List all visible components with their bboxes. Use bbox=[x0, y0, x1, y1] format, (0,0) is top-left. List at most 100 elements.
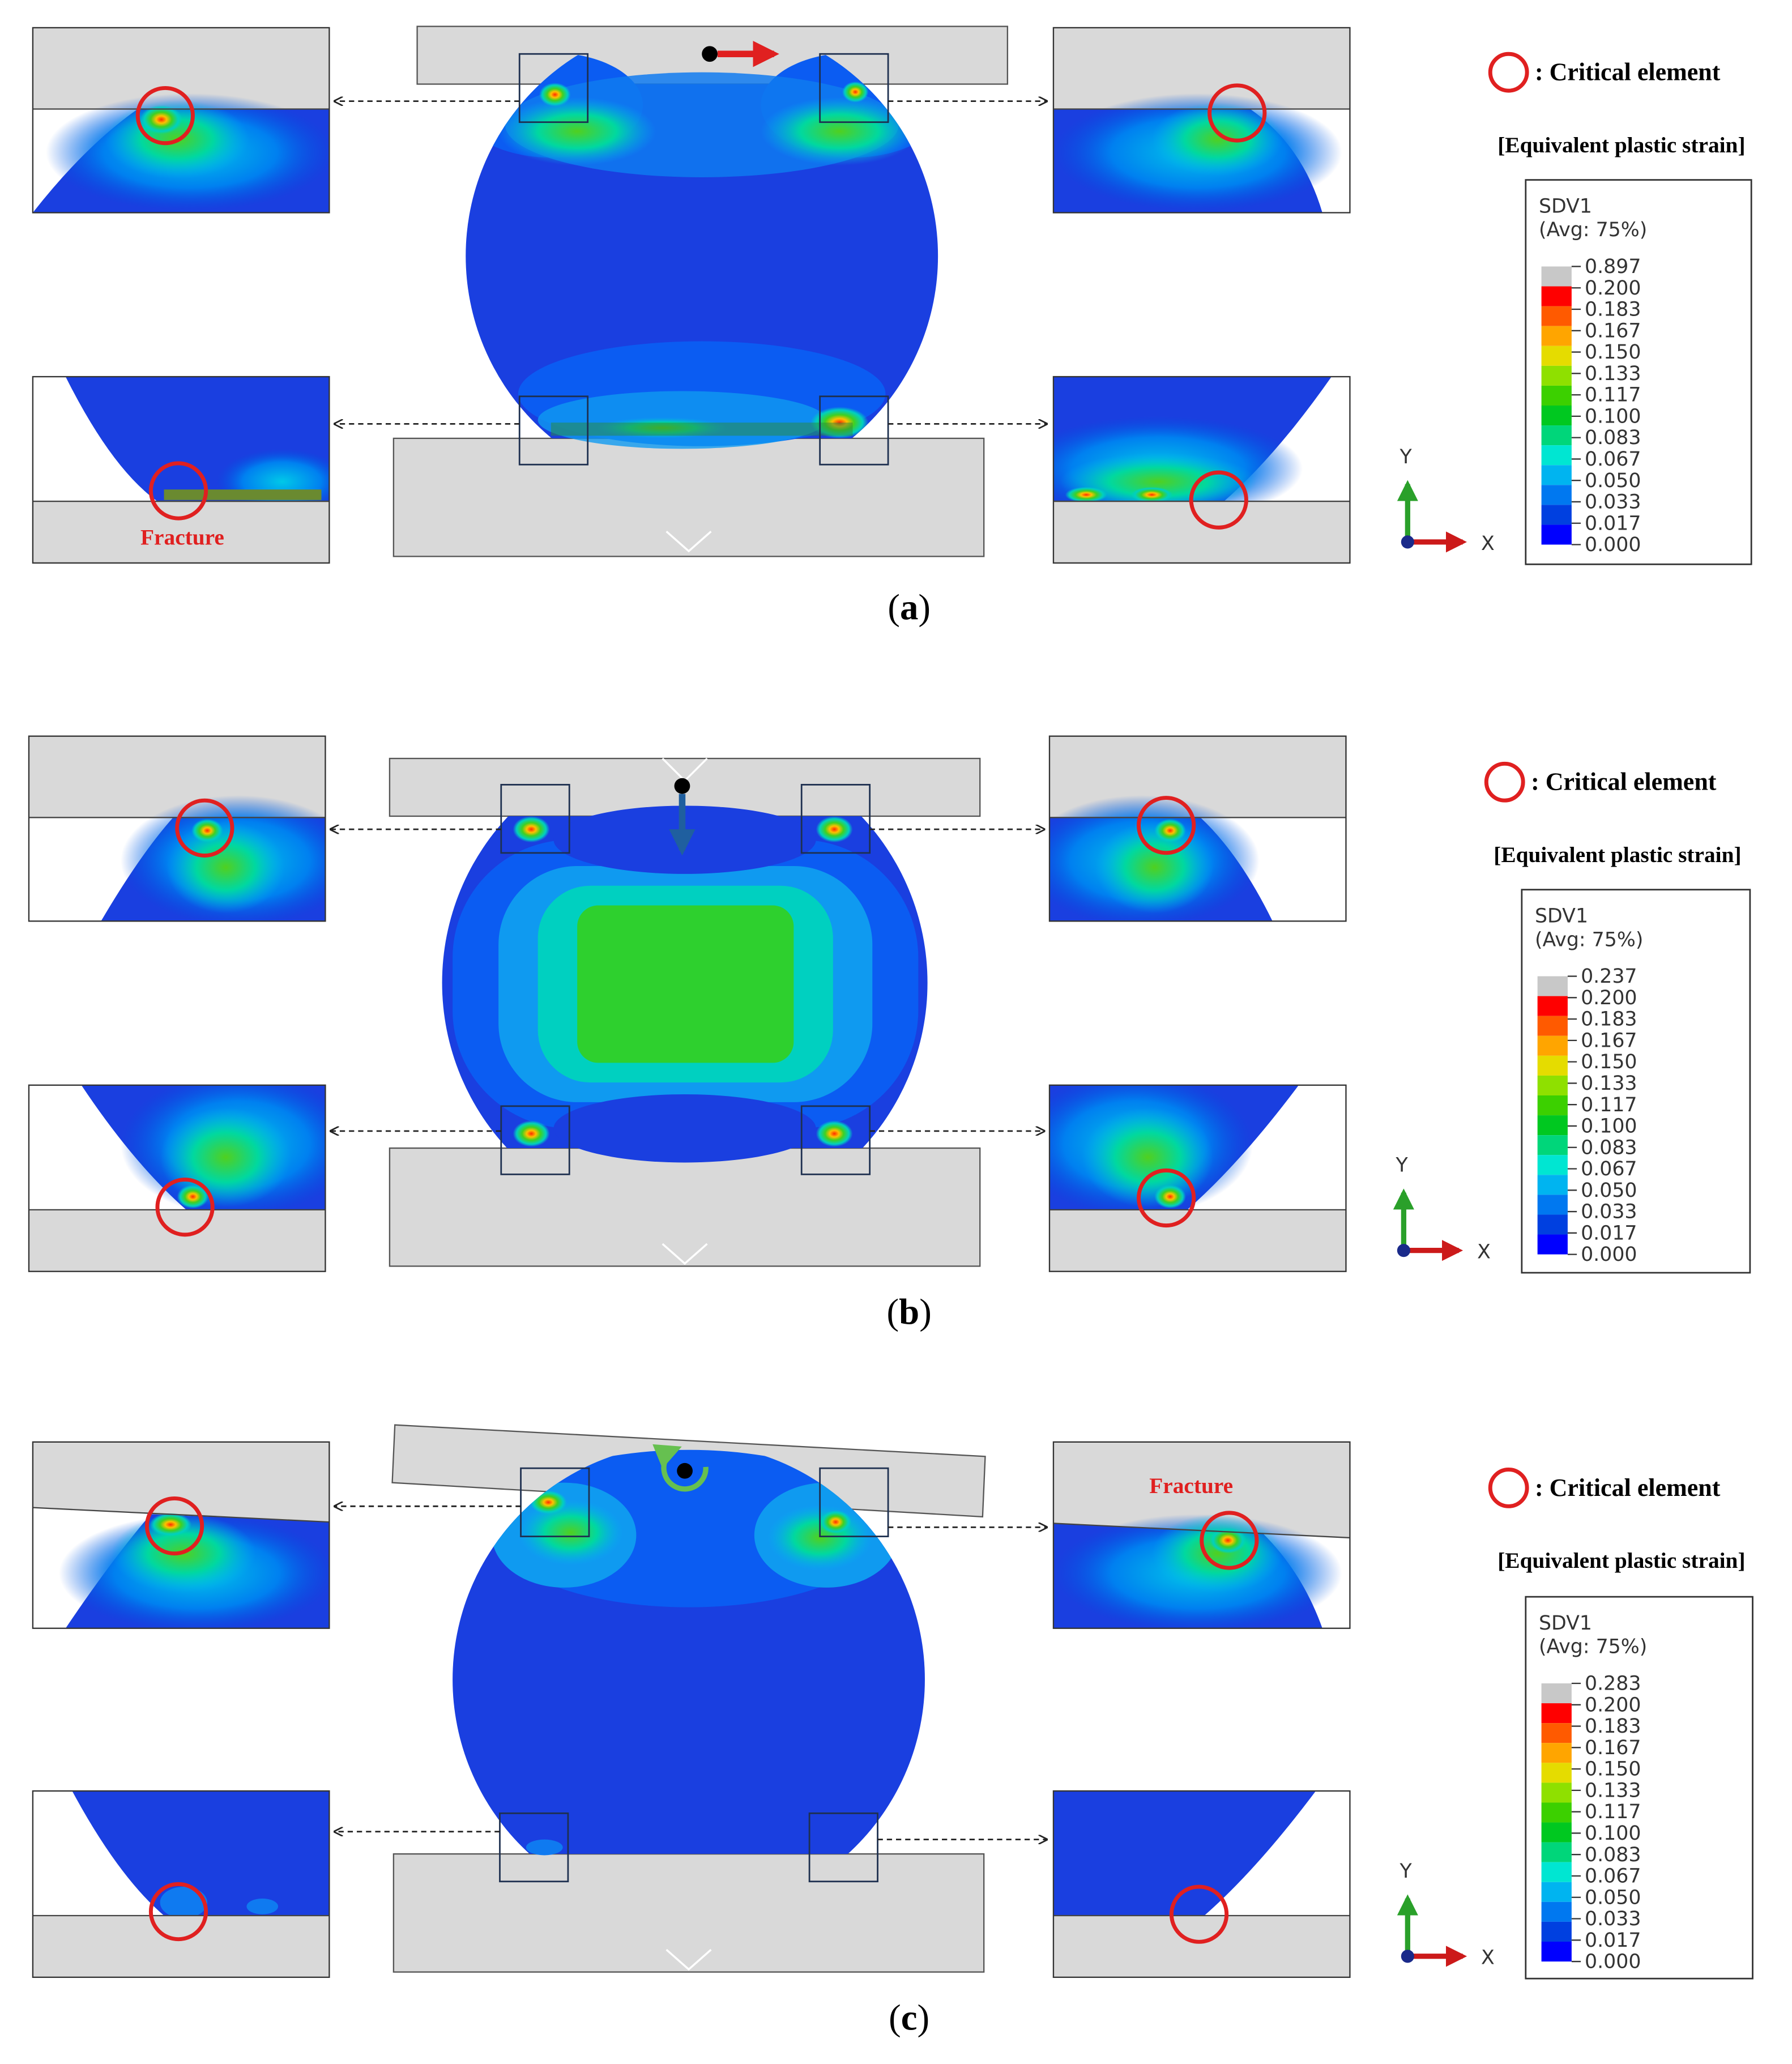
legend-tick-label: 0.183 bbox=[1585, 1715, 1641, 1738]
legend-color-band bbox=[1537, 1155, 1568, 1175]
red-circle-icon bbox=[1137, 1168, 1196, 1228]
origin-icon bbox=[1401, 535, 1414, 549]
legend-color-band bbox=[1541, 1723, 1572, 1743]
legend-tick-label: 0.050 bbox=[1585, 1886, 1641, 1909]
legend-title: [Equivalent plastic strain] bbox=[1497, 133, 1745, 157]
legend-color-band bbox=[1541, 1782, 1572, 1803]
legend-tick-label: 0.200 bbox=[1585, 277, 1641, 300]
legend-tick-label: 0.000 bbox=[1585, 534, 1641, 556]
panel-caption: (a) bbox=[888, 587, 931, 628]
legend-color-band bbox=[1541, 1901, 1572, 1922]
legend-tick-label: 0.133 bbox=[1585, 363, 1641, 385]
legend-tick-label: 0.167 bbox=[1581, 1029, 1637, 1052]
red-circle-icon bbox=[1200, 1511, 1259, 1570]
legend-tick-label: 0.067 bbox=[1581, 1158, 1637, 1180]
red-circle-icon bbox=[1137, 796, 1196, 855]
legend-tick-label: 0.150 bbox=[1581, 1051, 1637, 1073]
legend-tick-label: 0.167 bbox=[1585, 319, 1641, 342]
legend-tick-label: 0.050 bbox=[1585, 470, 1641, 492]
red-circle-icon bbox=[135, 86, 195, 146]
legend-tick-label: 0.200 bbox=[1585, 1694, 1641, 1716]
bottom-platen bbox=[389, 1147, 981, 1267]
legend-tick-label: 0.167 bbox=[1585, 1737, 1641, 1759]
legend-a: : Critical element [Equivalent plastic st… bbox=[1488, 52, 1752, 565]
panel-caption: (b) bbox=[887, 1291, 932, 1332]
legend-tick-label: 0.183 bbox=[1585, 298, 1641, 321]
loading-arrow bbox=[652, 1444, 709, 1492]
green-rotation-icon bbox=[652, 1444, 709, 1492]
legend-title: [Equivalent plastic strain] bbox=[1494, 842, 1741, 867]
legend-color-band bbox=[1537, 976, 1568, 996]
legend-tick-label: 0.067 bbox=[1585, 448, 1641, 471]
legend-tick-label: 0.083 bbox=[1581, 1136, 1637, 1159]
legend-color-band bbox=[1537, 1195, 1568, 1215]
y-axis-label: Y bbox=[1399, 446, 1412, 468]
legend-averaging: (Avg: 75%) bbox=[1539, 1636, 1647, 1658]
legend-color-band bbox=[1541, 1862, 1572, 1882]
critical-element-label: : Critical element bbox=[1531, 768, 1717, 796]
x-axis-label: X bbox=[1481, 532, 1495, 555]
legend-variable: SDV1 bbox=[1539, 195, 1592, 218]
legend-color-band bbox=[1537, 1016, 1568, 1036]
legend-tick-label: 0.200 bbox=[1581, 987, 1637, 1009]
legend-color-band bbox=[1537, 1055, 1568, 1076]
legend-color-band bbox=[1537, 1075, 1568, 1096]
legend-color-band bbox=[1537, 1234, 1568, 1255]
red-circle-icon bbox=[1488, 1467, 1529, 1508]
inset-top-right bbox=[1052, 27, 1351, 214]
y-axis-label: Y bbox=[1399, 1860, 1412, 1883]
legends: : Critical element [Equivalent plastic st… bbox=[1484, 52, 1753, 1980]
legend-tick-label: 0.100 bbox=[1585, 1822, 1641, 1845]
specimen bbox=[442, 805, 928, 1163]
critical-element-label: : Critical element bbox=[1535, 58, 1721, 86]
inset-top-left bbox=[32, 27, 330, 214]
legend-tick-label: 0.237 bbox=[1581, 965, 1637, 988]
legend-color-band bbox=[1537, 1175, 1568, 1195]
axis-triad-a: YX bbox=[1397, 446, 1495, 555]
zoom-boxes bbox=[518, 53, 889, 466]
panel-c: Fracture (c) bbox=[32, 1424, 1351, 2039]
red-circle-icon bbox=[148, 1882, 208, 1942]
legend-tick-label: 0.100 bbox=[1585, 405, 1641, 428]
legend-color-band bbox=[1541, 266, 1572, 287]
axis-triad-c: YX bbox=[1397, 1860, 1495, 1969]
red-circle-icon bbox=[155, 1178, 215, 1237]
legend-tick-label: 0.133 bbox=[1585, 1779, 1641, 1802]
red-circle-icon bbox=[1488, 52, 1529, 93]
legend-color-band bbox=[1541, 1763, 1572, 1783]
red-circle-icon bbox=[1208, 83, 1267, 143]
inset-bottom-left bbox=[32, 1790, 330, 1978]
legend-color-band bbox=[1541, 365, 1572, 386]
fracture-label: Fracture bbox=[140, 525, 224, 550]
legend-tick-label: 0.000 bbox=[1581, 1243, 1637, 1266]
inset-bottom-left bbox=[28, 1084, 326, 1272]
x-axis-label: X bbox=[1481, 1947, 1495, 1969]
legend-color-band bbox=[1541, 346, 1572, 366]
legend-color-band bbox=[1541, 505, 1572, 525]
red-circle-icon bbox=[1189, 470, 1248, 530]
legend-color-band bbox=[1541, 445, 1572, 466]
legend-tick-label: 0.033 bbox=[1585, 491, 1641, 514]
panel-a: Fracture (a) bbox=[32, 25, 1351, 628]
legend-b: : Critical element [Equivalent plastic st… bbox=[1484, 761, 1751, 1274]
inset-bottom-left bbox=[32, 376, 330, 564]
critical-element-label: : Critical element bbox=[1535, 1474, 1721, 1502]
legend-color-band bbox=[1541, 485, 1572, 505]
legend-color-band bbox=[1541, 1941, 1572, 1962]
legend-color-band bbox=[1541, 1743, 1572, 1763]
legend-tick-label: 0.117 bbox=[1581, 1094, 1637, 1116]
inset-top-right bbox=[1048, 735, 1347, 922]
legend-color-band bbox=[1541, 1921, 1572, 1942]
loading-arrow bbox=[702, 41, 779, 67]
zoom-boxes bbox=[500, 783, 871, 1175]
legend-averaging: (Avg: 75%) bbox=[1535, 928, 1643, 951]
bottom-platen bbox=[392, 437, 985, 557]
legend-color-band bbox=[1541, 1802, 1572, 1823]
red-circle-icon bbox=[175, 798, 234, 858]
legend-tick-label: 0.183 bbox=[1581, 1008, 1637, 1031]
legend-color-band bbox=[1541, 1703, 1572, 1724]
legend-tick-label: 0.133 bbox=[1581, 1072, 1637, 1095]
legend-color-band bbox=[1541, 385, 1572, 406]
